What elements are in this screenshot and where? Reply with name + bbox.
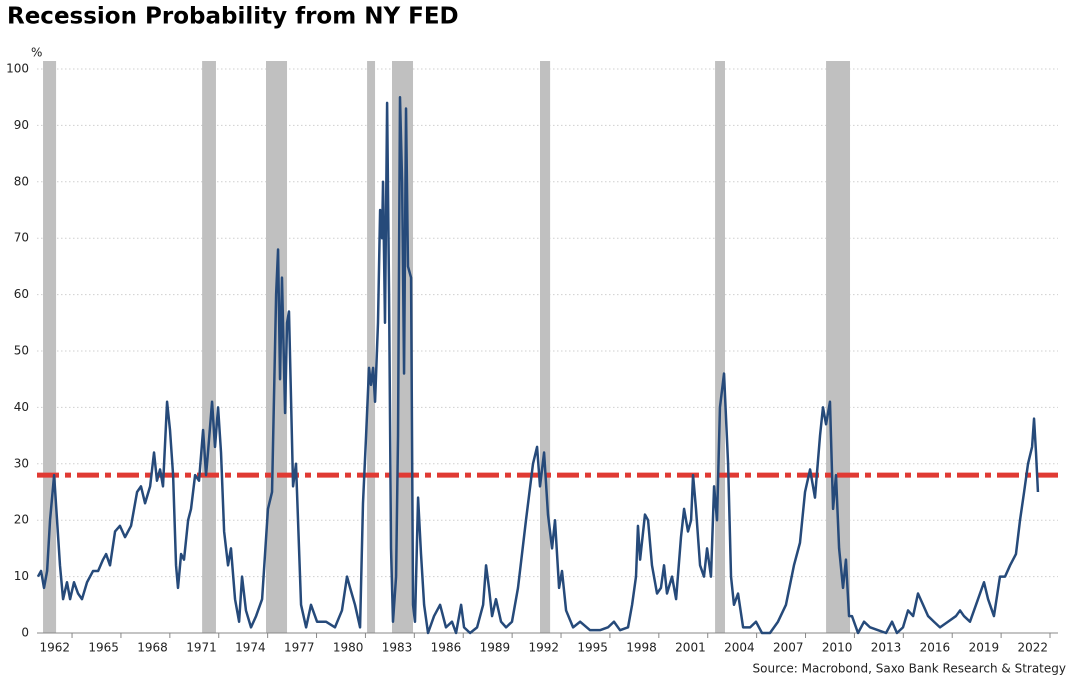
x-tick-label: 1986 bbox=[431, 641, 462, 655]
x-tick-label: 1980 bbox=[333, 641, 364, 655]
x-tick-label: 1977 bbox=[284, 641, 315, 655]
x-tick-label: 1974 bbox=[235, 641, 266, 655]
y-tick-label: 60 bbox=[14, 287, 29, 301]
x-tick-label: 2016 bbox=[920, 641, 951, 655]
y-tick-label: 0 bbox=[21, 626, 29, 640]
y-axis-label: % bbox=[31, 46, 42, 60]
x-tick-label: 2019 bbox=[969, 641, 1000, 655]
x-tick-label: 1965 bbox=[88, 641, 119, 655]
y-tick-label: 50 bbox=[14, 344, 29, 358]
x-tick-label: 2007 bbox=[773, 641, 804, 655]
y-tick-label: 70 bbox=[14, 231, 29, 245]
x-tick-label: 1962 bbox=[39, 641, 70, 655]
x-tick-label: 1983 bbox=[382, 641, 413, 655]
y-tick-label: 40 bbox=[14, 400, 29, 414]
x-tick-label: 1995 bbox=[577, 641, 608, 655]
x-tick-label: 2001 bbox=[675, 641, 706, 655]
y-tick-label: 30 bbox=[14, 456, 29, 470]
x-tick-label: 1998 bbox=[626, 641, 657, 655]
source-note: Source: Macrobond, Saxo Bank Research & … bbox=[753, 662, 1066, 676]
y-tick-label: 80 bbox=[14, 174, 29, 188]
x-tick-label: 1971 bbox=[186, 641, 217, 655]
recession-band bbox=[540, 61, 551, 633]
x-tick-label: 1992 bbox=[528, 641, 559, 655]
recession-band bbox=[202, 61, 216, 633]
x-tick-label: 2022 bbox=[1017, 641, 1048, 655]
x-tick-label: 2013 bbox=[871, 641, 902, 655]
y-tick-label: 10 bbox=[14, 569, 29, 583]
x-tick-label: 1968 bbox=[137, 641, 168, 655]
y-tick-label: 90 bbox=[14, 118, 29, 132]
data-line bbox=[36, 95, 1040, 635]
chart-title: Recession Probability from NY FED bbox=[7, 4, 459, 30]
recession-band bbox=[392, 61, 414, 633]
y-tick-label: 20 bbox=[14, 513, 29, 527]
x-tick-label: 2004 bbox=[724, 641, 755, 655]
x-tick-label: 1989 bbox=[480, 641, 511, 655]
y-tick-label: 100 bbox=[6, 62, 29, 76]
x-tick-label: 2010 bbox=[822, 641, 853, 655]
recession-band bbox=[715, 61, 726, 633]
recession-band bbox=[367, 61, 376, 633]
